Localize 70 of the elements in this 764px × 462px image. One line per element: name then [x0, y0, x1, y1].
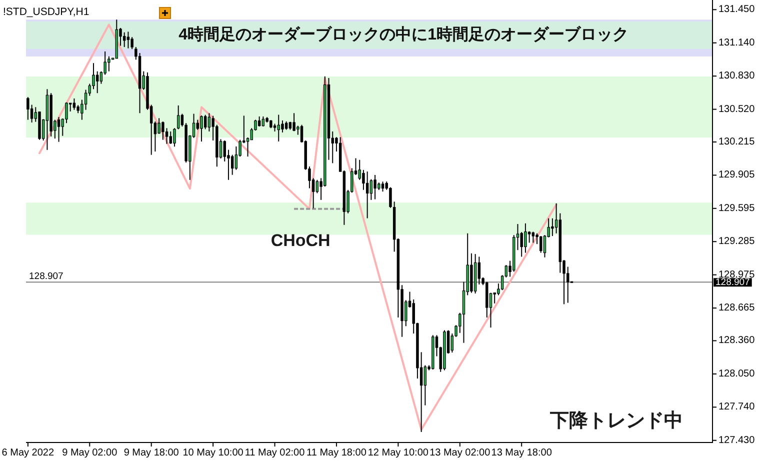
candlestick — [358, 159, 361, 180]
x-tick-label: 11 May 18:00 — [306, 448, 366, 458]
x-tick-label: 11 May 02:00 — [244, 448, 305, 458]
title: !STD_USDJPY,H1 — [3, 6, 90, 18]
candlestick — [158, 118, 160, 134]
candlestick — [130, 36, 134, 50]
candlestick — [57, 116, 60, 142]
candlestick — [223, 140, 226, 162]
candlestick — [173, 128, 176, 148]
y-tick-label: 130.215 — [718, 136, 755, 148]
candlestick — [108, 56, 110, 72]
candlestick — [72, 98, 76, 110]
candlestick — [162, 121, 164, 140]
x-tick-label: 12 May 10:00 — [368, 448, 428, 458]
candlestick — [96, 70, 99, 94]
candlestick — [92, 62, 95, 90]
candlestick — [316, 179, 319, 194]
y-tick-label: 127.740 — [718, 402, 755, 413]
candlestick — [204, 114, 207, 130]
x-tick-label: 13 May 18:00 — [491, 448, 552, 458]
x-tick-label: 9 May 02:00 — [62, 448, 118, 458]
candlestick — [551, 218, 554, 237]
candlestick — [126, 31, 130, 49]
candlestick — [200, 115, 203, 142]
candlestick — [532, 231, 535, 244]
y-tick-label: 130.520 — [718, 104, 755, 115]
ref-line-label: 128.907 — [29, 271, 64, 282]
candlestick — [493, 292, 496, 304]
candlestick — [370, 178, 373, 200]
x-tick-label: 6 May 2022 — [2, 448, 54, 458]
y-tick-label: 127.430 — [718, 434, 755, 446]
candlestick — [262, 116, 265, 127]
candlestick — [520, 232, 523, 258]
x-tick-label: 13 May 02:00 — [430, 448, 490, 458]
y-tick-label: 128.665 — [718, 302, 755, 314]
candlestick — [230, 154, 234, 176]
candlestick — [208, 112, 211, 132]
candlestick — [176, 104, 180, 130]
y-tick-label: 129.285 — [718, 236, 755, 248]
candlestick — [258, 116, 261, 127]
y-tick-label: 131.140 — [718, 37, 755, 48]
ref-line-value-box: 128.907 — [714, 276, 752, 288]
y-tick-label: 128.050 — [718, 368, 755, 380]
candlestick — [389, 186, 392, 208]
candlestick — [122, 32, 126, 48]
candlestick — [26, 96, 30, 120]
y-tick-label: 128.360 — [718, 335, 755, 346]
candlestick — [281, 120, 284, 133]
candlestick — [292, 112, 296, 132]
y-tick-label: 129.905 — [718, 170, 755, 181]
x-tick-label: 9 May 18:00 — [124, 448, 179, 458]
candlestick — [277, 114, 280, 142]
candlestick — [374, 174, 376, 200]
candlestick — [540, 236, 542, 254]
candlestick — [65, 102, 68, 124]
candlestick — [424, 364, 427, 406]
annotation: CHoCH — [270, 230, 330, 250]
candlestick — [524, 222, 527, 254]
y-tick-label: 131.450 — [718, 4, 755, 16]
y-tick-label: 129.595 — [718, 202, 755, 214]
candlestick — [84, 89, 88, 110]
y-tick-label: 130.830 — [718, 70, 755, 82]
candlestick — [366, 171, 369, 219]
candlestick — [362, 169, 365, 190]
candlestick — [381, 181, 384, 192]
band-label: 4時間足のオーダーブロックの中に1時間足のオーダーブロック — [178, 26, 628, 44]
annotation: 下降トレンド中 — [550, 410, 683, 432]
candlestick — [180, 113, 184, 128]
x-tick-label: 10 May 10:00 — [182, 448, 244, 458]
candlestick — [169, 130, 172, 144]
